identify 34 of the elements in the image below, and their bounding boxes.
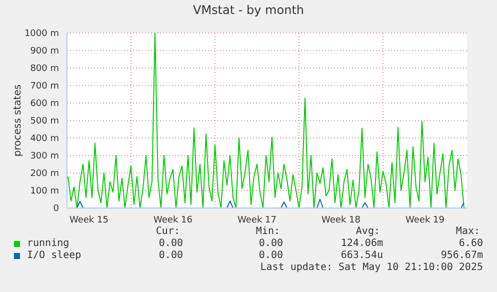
text: 124.06m — [340, 238, 383, 249]
text: Last update: Sat May 10 21:10:00 2025 — [260, 262, 483, 273]
y-tick-label: 500 m — [30, 116, 59, 127]
text: 0.00 — [258, 250, 283, 261]
y-tick-label: 900 m — [30, 46, 59, 57]
text: 0.00 — [158, 238, 183, 249]
x-tick-label: Week 17 — [238, 215, 276, 226]
y-tick-label: 200 m — [30, 169, 59, 180]
text: 663.54u — [340, 250, 383, 261]
legend-label: running — [27, 238, 70, 249]
x-tick-label: Week 18 — [322, 215, 361, 226]
legend-label: I/O sleep — [27, 250, 82, 261]
text: Max: — [456, 226, 480, 237]
text: 956.67m — [440, 250, 483, 261]
text: 0.00 — [258, 238, 283, 249]
x-tick-label: Week 15 — [70, 215, 108, 226]
text: Cur: — [156, 226, 180, 237]
y-axis-title: process states — [12, 84, 24, 157]
y-tick-label: 600 m — [30, 99, 59, 110]
y-tick-label: 0 — [53, 204, 60, 214]
text: 0.00 — [158, 250, 183, 261]
y-tick-label: 700 m — [30, 82, 59, 92]
x-tick-label: Week 16 — [154, 215, 193, 226]
y-tick-label: 100 m — [30, 186, 59, 197]
y-tick-label: 800 m — [30, 64, 59, 74]
line-series — [67, 33, 464, 208]
text: Avg: — [356, 226, 380, 237]
y-tick-label: 400 m — [30, 134, 59, 144]
text: 6.60 — [458, 238, 483, 249]
x-tick-label: Week 19 — [406, 215, 445, 226]
y-tick-label: 300 m — [30, 152, 59, 162]
chart-title: VMstat - by month — [192, 3, 306, 17]
text: Min: — [256, 226, 280, 237]
y-tick-label: 1000 m — [24, 29, 59, 40]
